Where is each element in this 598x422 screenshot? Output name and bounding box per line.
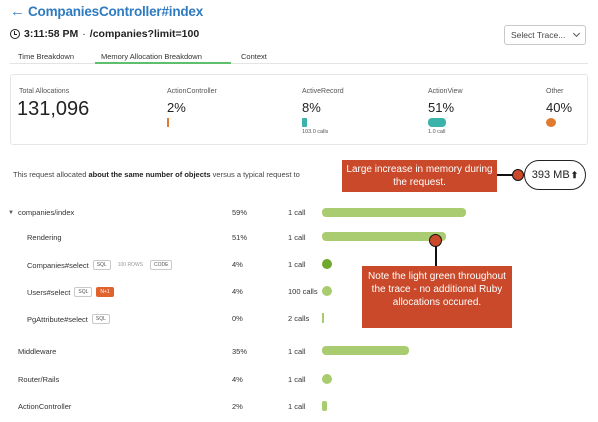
actionview-calls: 1.0 call <box>428 129 446 135</box>
trace-row-users-select[interactable]: Users#select SQL N+1 4% 100 calls <box>0 283 598 299</box>
trace-bar <box>322 232 446 241</box>
trace-row-actioncontroller[interactable]: ActionController 2% 1 call <box>0 398 598 414</box>
request-time: 3:11:58 PM <box>24 28 79 40</box>
select-trace-dropdown[interactable]: Select Trace... <box>504 25 586 45</box>
summary-suffix: versus a typical request to <box>210 170 300 179</box>
arrow-up-icon: ⬆ <box>570 169 579 180</box>
rows-tag: 100 ROWS <box>117 262 144 268</box>
tab-memory-allocation-breakdown[interactable]: Memory Allocation Breakdown <box>101 52 202 61</box>
activerecord-bar <box>302 118 307 127</box>
trace-bar <box>322 374 332 384</box>
trace-calls: 2 calls <box>288 314 310 323</box>
summary-bold: about the same number of objects <box>88 170 211 179</box>
trace-pct: 4% <box>232 375 243 384</box>
trace-pct: 35% <box>232 347 248 356</box>
page-title: CompaniesController#index <box>28 3 204 19</box>
other-label: Other <box>546 88 564 95</box>
allocation-stats-panel: Total Allocations 131,096 ActionControll… <box>10 74 588 145</box>
back-arrow-icon[interactable]: ← <box>10 2 25 20</box>
trace-name: Users#select <box>27 287 71 297</box>
active-tab-indicator <box>95 62 231 64</box>
actioncontroller-label: ActionController <box>167 88 217 95</box>
trace-row-companies-index[interactable]: ▼ companies/index 59% 1 call <box>0 204 598 220</box>
sql-tag[interactable]: SQL <box>91 314 110 324</box>
trace-pct: 0% <box>232 314 243 323</box>
trace-row-router-rails[interactable]: Router/Rails 4% 1 call <box>0 371 598 387</box>
green-callout-line <box>435 240 437 267</box>
total-allocations-label: Total Allocations <box>19 88 70 95</box>
request-subheader: 3:11:58 PM · /companies?limit=100 <box>10 28 199 40</box>
request-path: /companies?limit=100 <box>89 28 200 40</box>
activerecord-calls: 103.0 calls <box>302 129 329 135</box>
trace-pct: 2% <box>232 402 243 411</box>
trace-calls: 1 call <box>288 375 306 384</box>
sql-tag[interactable]: SQL <box>92 260 111 270</box>
memory-value: 393 MB <box>531 169 570 181</box>
trace-bar <box>322 286 332 296</box>
activerecord-label: ActiveRecord <box>302 88 344 95</box>
allocation-summary: This request allocated about the same nu… <box>13 170 300 179</box>
summary-prefix: This request allocated <box>13 170 89 179</box>
chevron-down-icon <box>572 29 581 38</box>
code-tag[interactable]: CODE <box>150 260 173 270</box>
trace-name: companies/index <box>17 208 75 217</box>
trace-name: Companies#select <box>27 260 89 270</box>
actioncontroller-value: 2% <box>167 100 186 115</box>
trace-bar <box>322 208 466 217</box>
actionview-value: 51% <box>428 100 455 115</box>
memory-badge: 393 MB ⬆ <box>524 160 586 190</box>
trace-bar <box>322 313 324 323</box>
trace-calls: 100 calls <box>288 287 318 296</box>
trace-pct: 51% <box>232 233 248 242</box>
other-dot <box>546 118 556 127</box>
trace-row-companies-select[interactable]: Companies#select SQL 100 ROWS CODE 4% 1 … <box>0 256 598 272</box>
actionview-bar <box>428 118 446 127</box>
green-callout: Note the light green throughout the trac… <box>362 266 512 328</box>
activerecord-value: 8% <box>302 100 321 115</box>
trace-name: PgAttribute#select <box>27 314 88 324</box>
trace-name: Middleware <box>18 347 57 356</box>
trace-name: ActionController <box>18 402 72 411</box>
tab-time-breakdown[interactable]: Time Breakdown <box>18 52 74 61</box>
clock-icon <box>10 29 20 39</box>
trace-name: Router/Rails <box>18 375 60 384</box>
trace-pct: 4% <box>232 287 243 296</box>
trace-calls: 1 call <box>288 260 306 269</box>
tab-context[interactable]: Context <box>241 52 267 61</box>
n-plus-one-tag[interactable]: N+1 <box>96 287 114 297</box>
trace-pct: 59% <box>232 208 248 217</box>
page-header: ← CompaniesController#index <box>10 2 203 20</box>
trace-calls: 1 call <box>288 347 306 356</box>
trace-pct: 4% <box>232 260 243 269</box>
trace-row-pgattribute-select[interactable]: PgAttribute#select SQL 0% 2 calls <box>0 310 598 326</box>
tab-bar: Time Breakdown Memory Allocation Breakdo… <box>10 46 588 64</box>
memory-callout-dot <box>512 169 524 181</box>
select-trace-label: Select Trace... <box>511 30 566 40</box>
trace-bar <box>322 259 332 269</box>
trace-calls: 1 call <box>288 233 306 242</box>
trace-bar <box>322 401 327 411</box>
trace-calls: 1 call <box>288 402 306 411</box>
trace-bar <box>322 346 409 355</box>
total-allocations-value: 131,096 <box>17 98 90 120</box>
trace-name: Rendering <box>27 233 62 242</box>
trace-row-middleware[interactable]: Middleware 35% 1 call <box>0 343 598 359</box>
memory-callout: Large increase in memory during the requ… <box>342 160 497 192</box>
separator: · <box>82 28 86 40</box>
other-value: 40% <box>546 100 573 115</box>
actioncontroller-bar <box>167 118 169 127</box>
actionview-label: ActionView <box>428 88 463 95</box>
sql-tag[interactable]: SQL <box>74 287 93 297</box>
trace-calls: 1 call <box>288 208 306 217</box>
green-callout-dot <box>429 234 442 247</box>
caret-down-icon[interactable]: ▼ <box>8 209 14 216</box>
trace-row-rendering[interactable]: Rendering 51% 1 call <box>0 229 598 245</box>
memory-callout-line <box>497 174 517 176</box>
